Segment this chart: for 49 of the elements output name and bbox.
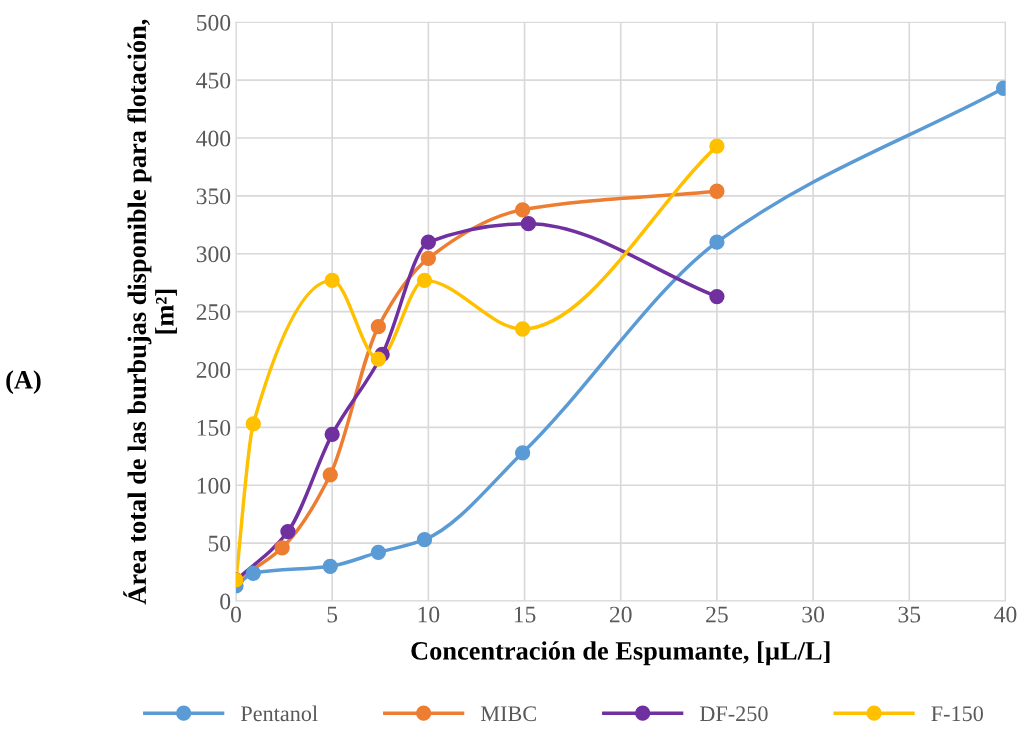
point (274, 540, 290, 556)
y-tick-label: 0 (220, 593, 231, 610)
legend-label: MIBC (480, 706, 536, 722)
point (245, 416, 261, 432)
x-tick-label: 10 (418, 606, 440, 623)
point (709, 183, 725, 199)
y-axis-title: Área total de las burbujas disponible para flotación, [m²] (123, 19, 177, 605)
x-tick-label: 20 (609, 606, 632, 623)
point (322, 467, 338, 483)
y-tick-label: 150 (197, 419, 231, 436)
y-tick-label: 50 (208, 535, 231, 552)
y-tick-label: 100 (197, 477, 231, 494)
y-tick-label: 500 (197, 14, 231, 31)
y-tick-label: 200 (196, 362, 231, 378)
point (514, 321, 531, 337)
point (324, 426, 340, 442)
point (416, 532, 433, 548)
point (709, 138, 725, 154)
point (420, 250, 436, 267)
text: (A) (6, 370, 41, 395)
point (514, 445, 531, 461)
point (245, 565, 261, 581)
x-tick-label: 30 (802, 606, 825, 623)
point (520, 216, 537, 232)
x-tick-label: 25 (706, 606, 728, 623)
point (324, 272, 340, 289)
x-tick-label: 40 (994, 606, 1017, 623)
legend-label: F-150 (931, 706, 983, 722)
point (420, 234, 436, 250)
point (709, 234, 725, 250)
x-axis-title: Concentración de Espumante, [µL/L] (411, 641, 830, 666)
y-tick-label: 450 (196, 72, 231, 89)
point (709, 288, 725, 305)
legend-label: Pentanol (240, 705, 318, 722)
point (416, 272, 433, 289)
point (370, 544, 386, 561)
x-tick-label: 35 (898, 606, 921, 623)
y-tick-label: 300 (196, 246, 231, 263)
point (370, 351, 386, 367)
x-tick-label: 5 (327, 606, 338, 623)
point (370, 319, 386, 335)
point (280, 523, 296, 540)
point (514, 202, 531, 218)
y-tick-label: 250 (196, 304, 231, 321)
y-tick-label: 400 (196, 130, 231, 147)
legend-label: DF-250 (700, 706, 768, 722)
y-tick-label: 350 (196, 188, 231, 205)
point (322, 558, 338, 574)
x-tick-label: 15 (514, 606, 536, 623)
